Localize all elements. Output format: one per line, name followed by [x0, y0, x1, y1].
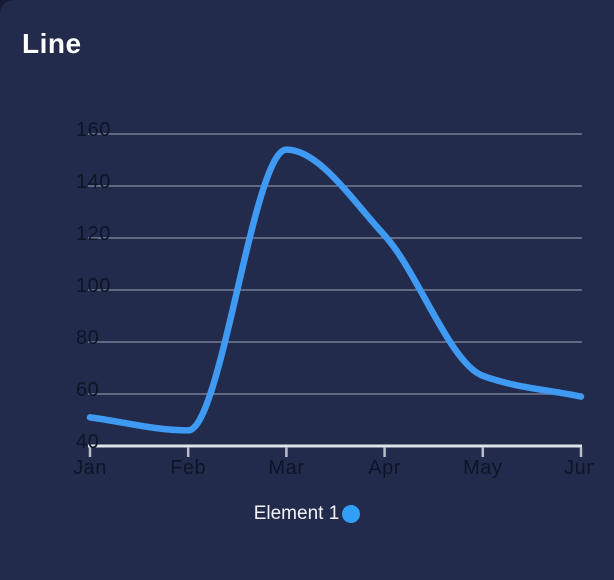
- x-axis-label: Jan: [73, 457, 107, 479]
- y-axis-label: 100: [76, 275, 111, 297]
- y-axis-label: 40: [76, 431, 100, 453]
- x-axis-label: Mar: [268, 457, 305, 479]
- line-chart[interactable]: 160 140 120 100 80 60 40 Jan Feb Mar Apr May Jun: [0, 0, 594, 495]
- x-axis-label: Feb: [170, 457, 207, 479]
- y-axis-label: 60: [76, 379, 100, 401]
- y-axis-label: 140: [76, 171, 111, 193]
- y-axis-label: 80: [76, 327, 100, 349]
- y-axis-label: 120: [76, 223, 111, 245]
- x-axis-label: Jun: [564, 457, 594, 479]
- legend-marker-circle-icon: [342, 505, 361, 523]
- legend-item-element-1[interactable]: Element 1: [0, 503, 614, 525]
- series-line-element-1[interactable]: [86, 146, 585, 434]
- x-axis-label: May: [463, 457, 503, 479]
- chart-title: Line: [22, 28, 82, 59]
- y-axis-label: 160: [76, 119, 111, 141]
- x-axis-label: Apr: [368, 457, 401, 479]
- chart-canvas[interactable]: [0, 0, 594, 495]
- legend-label: Element 1: [253, 503, 340, 524]
